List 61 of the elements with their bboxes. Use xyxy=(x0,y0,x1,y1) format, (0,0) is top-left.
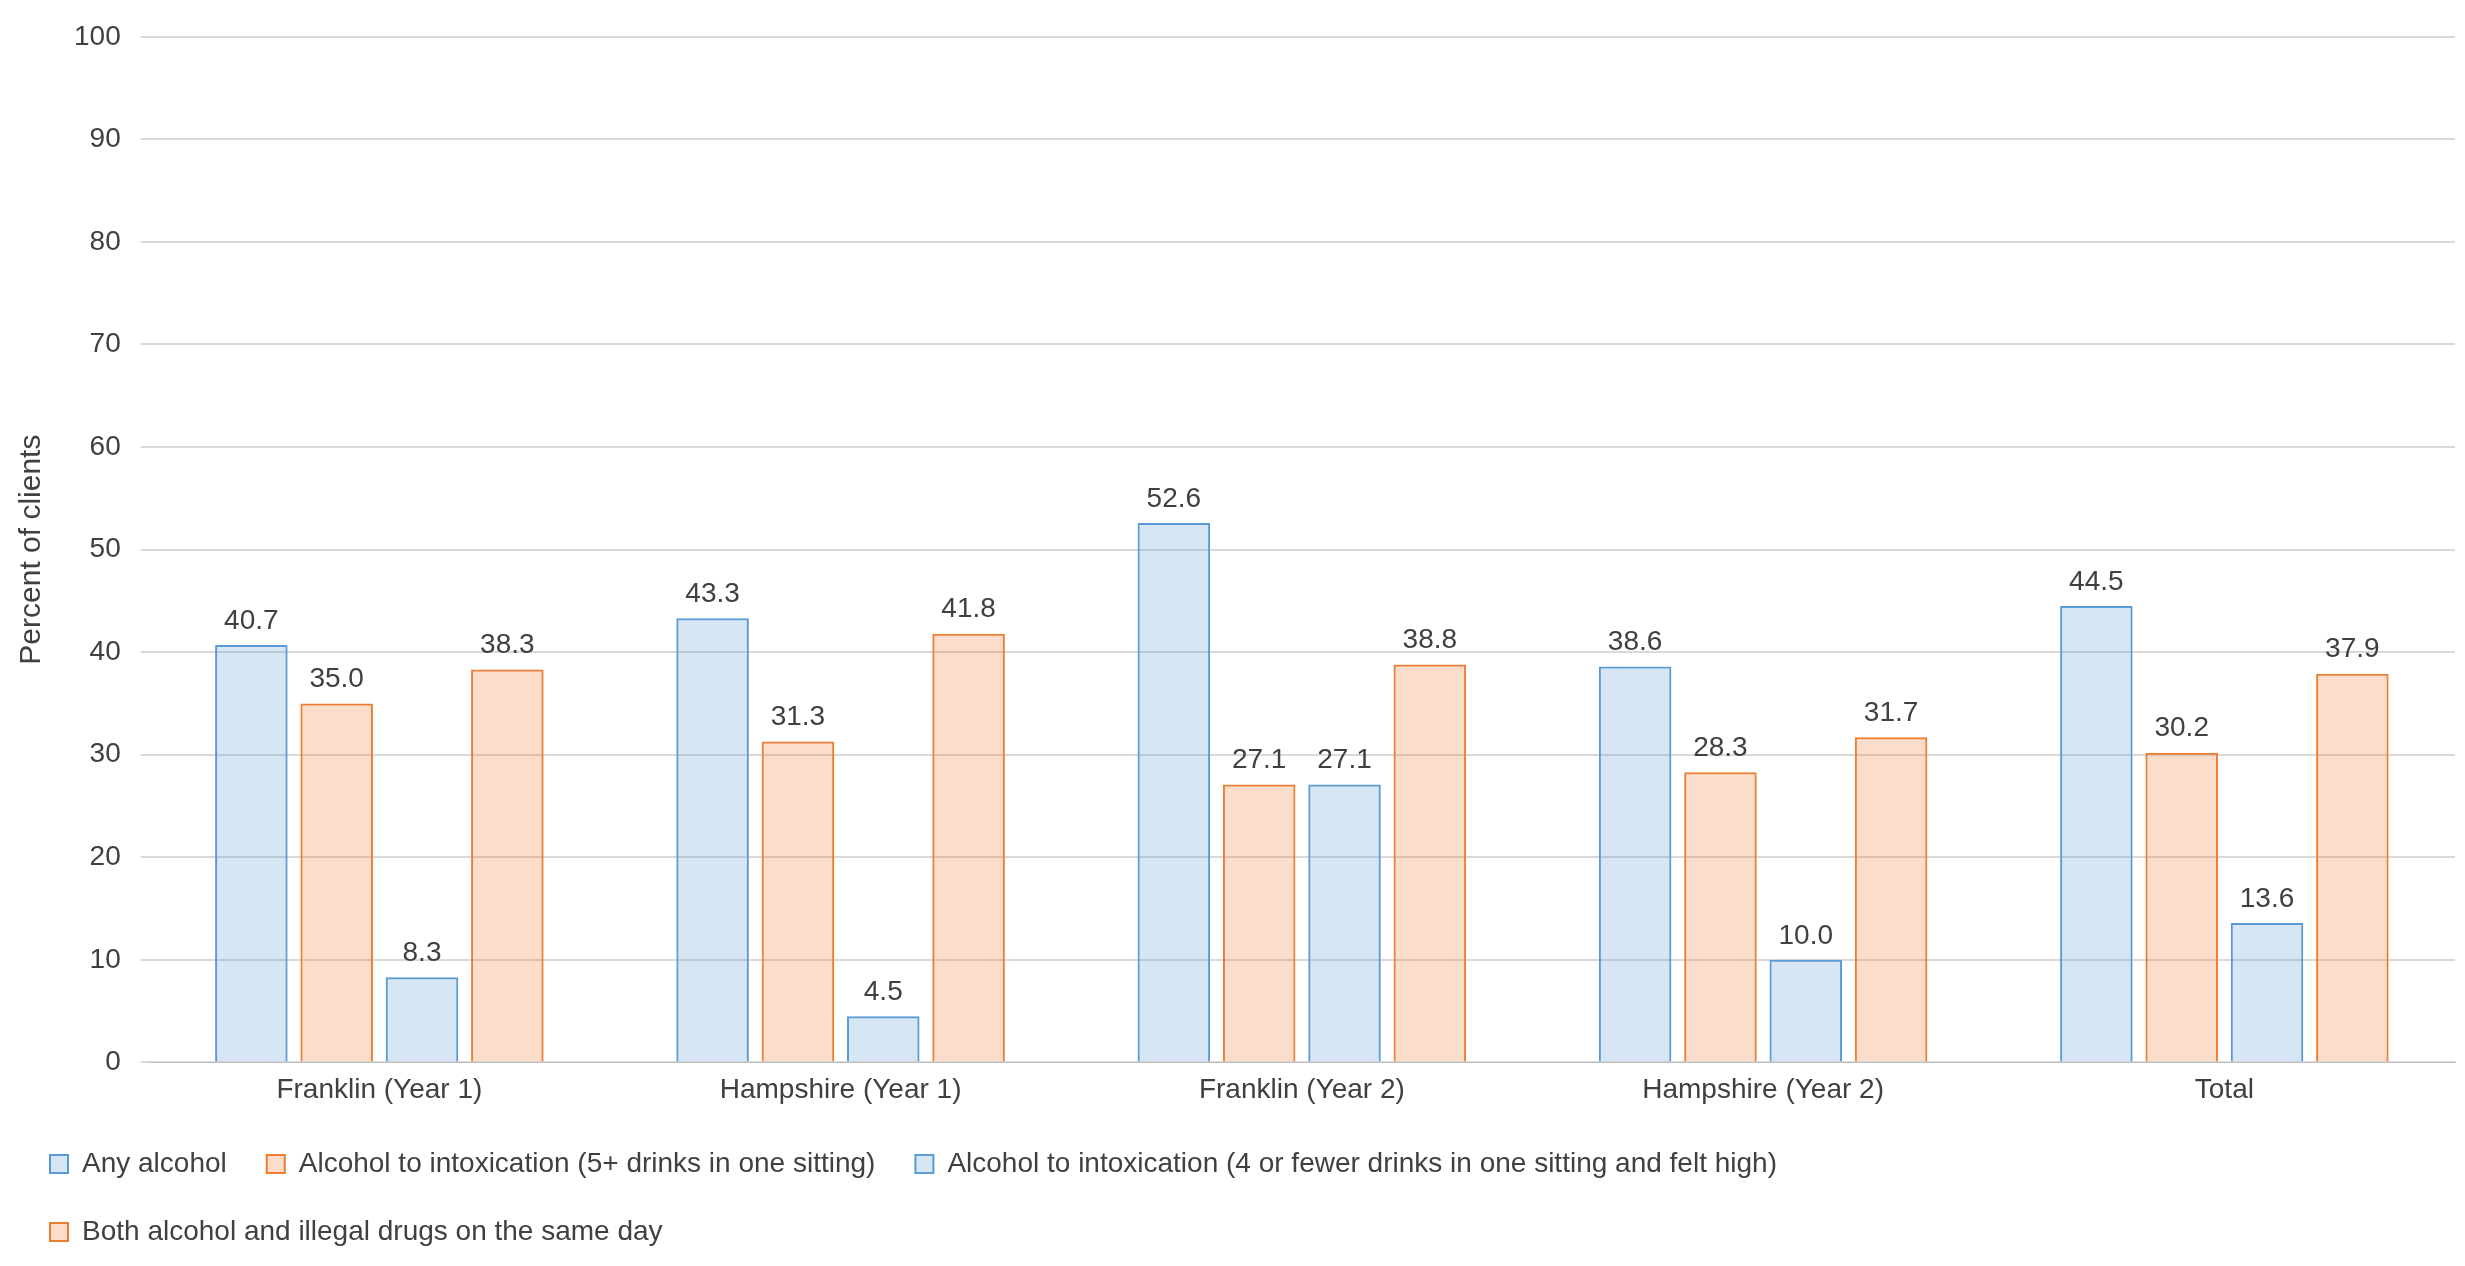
legend-label: Any alcohol xyxy=(82,1146,227,1178)
data-label: 37.9 xyxy=(2325,632,2380,664)
data-label: 44.5 xyxy=(2069,564,2124,596)
bar xyxy=(385,977,459,1062)
data-label: 38.3 xyxy=(480,628,535,660)
bar xyxy=(2316,673,2389,1062)
y-tick-label: 50 xyxy=(89,532,121,564)
y-tick-label: 100 xyxy=(74,19,121,51)
bar xyxy=(1598,666,1672,1062)
data-label: 27.1 xyxy=(1317,743,1372,775)
bar xyxy=(847,1016,920,1062)
x-tick-label: Hampshire (Year 2) xyxy=(1642,1072,1884,1104)
bar xyxy=(1854,737,1928,1062)
data-label: 10.0 xyxy=(1778,918,1834,950)
y-tick-label: 20 xyxy=(89,840,121,871)
y-tick-label: 70 xyxy=(89,327,121,359)
data-label: 40.7 xyxy=(224,603,279,635)
x-tick-label: Hampshire (Year 1) xyxy=(719,1072,962,1104)
y-tick-label: 40 xyxy=(89,634,121,666)
data-label: 31.7 xyxy=(1863,696,1919,727)
bar xyxy=(1769,959,1843,1062)
data-label: 8.3 xyxy=(402,935,442,967)
y-tick-label: 80 xyxy=(89,224,121,256)
x-tick-label: Franklin (Year 2) xyxy=(1198,1072,1405,1104)
legend-label: Both alcohol and illegal drugs on the same day xyxy=(82,1214,663,1246)
data-label: 13.6 xyxy=(2239,881,2295,913)
data-label: 38.8 xyxy=(1402,623,1458,655)
bar xyxy=(2230,922,2304,1062)
y-tick-label: 10 xyxy=(89,942,121,974)
data-label: 30.2 xyxy=(2154,711,2209,743)
y-tick-label: 0 xyxy=(105,1045,121,1077)
bar xyxy=(2145,752,2218,1062)
data-label: 27.1 xyxy=(1231,743,1287,775)
bar xyxy=(1137,522,1211,1062)
legend-label: Alcohol to intoxication (5+ drinks in one sitting) xyxy=(298,1146,876,1178)
y-tick-label: 30 xyxy=(89,737,121,769)
bar xyxy=(471,669,544,1062)
bar xyxy=(761,741,835,1062)
y-axis-title: Percent of clients xyxy=(13,434,47,665)
bar xyxy=(1222,784,1296,1062)
legend-label: Alcohol to intoxication (4 or fewer drinks in one sitting and felt high) xyxy=(947,1146,1777,1178)
data-label: 35.0 xyxy=(309,662,364,694)
data-label: 4.5 xyxy=(863,974,903,1006)
data-label: 28.3 xyxy=(1693,730,1748,762)
bar xyxy=(215,644,288,1062)
bar xyxy=(1308,784,1381,1062)
data-label: 41.8 xyxy=(941,592,996,624)
bar xyxy=(1684,772,1757,1062)
bar xyxy=(932,633,1005,1062)
data-label: 52.6 xyxy=(1146,481,1202,513)
x-tick-label: Total xyxy=(2194,1072,2254,1104)
x-tick-label: Franklin (Year 1) xyxy=(276,1072,483,1104)
y-tick-label: 60 xyxy=(89,429,121,461)
bar xyxy=(1393,664,1467,1062)
bar xyxy=(2060,606,2133,1062)
data-label: 38.6 xyxy=(1607,625,1663,657)
y-tick-label: 90 xyxy=(89,122,121,154)
bar xyxy=(676,618,749,1062)
data-label: 43.3 xyxy=(685,577,740,609)
bar xyxy=(300,703,373,1062)
data-label: 31.3 xyxy=(770,700,826,732)
